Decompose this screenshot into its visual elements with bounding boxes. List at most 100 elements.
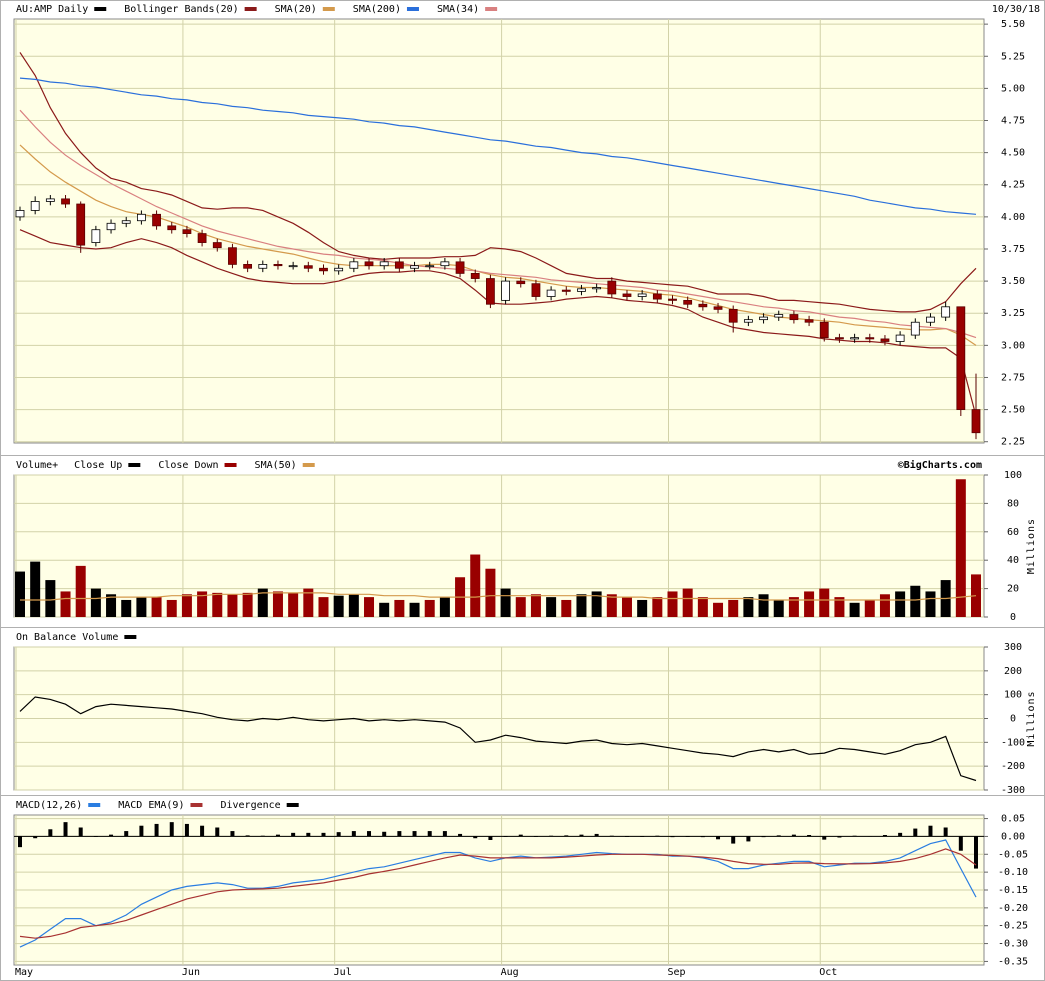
bar (33, 836, 38, 839)
band-upper (19, 52, 977, 313)
y-tick-label: -0.25 (998, 921, 1028, 932)
candle-body (789, 314, 799, 321)
bar (109, 834, 114, 837)
bar (348, 594, 359, 617)
bar (943, 827, 948, 837)
legend-swatch (406, 7, 419, 11)
bar (212, 592, 223, 617)
bar (549, 835, 554, 837)
y-tick-label: 60 (1007, 527, 1019, 538)
y-tick-label: 100 (1004, 690, 1022, 701)
series-line (19, 77, 977, 215)
bar (394, 599, 405, 617)
y-tick-label: 2.50 (1001, 405, 1025, 416)
candle-body (167, 225, 177, 231)
bar (606, 594, 617, 617)
bar (867, 836, 872, 837)
bar (439, 597, 450, 617)
y-tick-label: 40 (1007, 555, 1019, 566)
candle-body (501, 280, 510, 301)
bar (958, 836, 963, 851)
y-tick-label: -0.35 (998, 956, 1028, 967)
legend-label: SMA(20) (275, 4, 317, 15)
y-axis-label: Millions (1026, 518, 1037, 574)
bar (955, 479, 966, 617)
candle-body (455, 261, 465, 274)
x-tick-label: May (15, 967, 33, 978)
bar (637, 599, 648, 617)
bar (788, 597, 799, 617)
bar (121, 599, 132, 617)
bar (834, 597, 845, 617)
legend-swatch (190, 803, 203, 807)
y-tick-label: 5.00 (1001, 83, 1025, 94)
legend-swatch (124, 635, 137, 639)
bar (530, 594, 541, 617)
candle-body (956, 306, 966, 410)
bar (424, 599, 435, 617)
bar (488, 836, 493, 840)
bar (409, 602, 420, 617)
candle-body (349, 261, 359, 269)
candle-body (546, 289, 556, 297)
bar (169, 822, 174, 837)
bar (139, 825, 144, 837)
bar (93, 836, 98, 837)
candle-body (637, 293, 647, 297)
bar (181, 594, 192, 617)
legend-swatch (128, 463, 141, 467)
bar (837, 836, 842, 838)
bar (242, 592, 253, 617)
candle-body (713, 306, 723, 310)
bar (412, 831, 417, 837)
bar (336, 832, 341, 837)
y-tick-label: -0.20 (998, 903, 1028, 914)
bar (533, 836, 538, 837)
bar (773, 599, 784, 617)
y-tick-label: -0.15 (998, 885, 1028, 896)
bar (458, 833, 463, 837)
legend-label: MACD EMA(9) (118, 800, 184, 811)
bar (230, 831, 235, 837)
bar (227, 594, 238, 617)
candle-body (531, 283, 541, 297)
candle-body (136, 213, 146, 222)
bar (318, 597, 329, 617)
candle-body (334, 267, 344, 272)
bar (804, 591, 815, 617)
bar (257, 588, 268, 617)
bar (849, 602, 860, 617)
candle-body (30, 201, 40, 211)
candle-body (516, 280, 526, 285)
bar (397, 831, 402, 837)
bar (621, 597, 632, 617)
candle-body (971, 409, 981, 434)
legend-swatch (88, 803, 101, 807)
y-tick-label: 300 (1004, 642, 1022, 653)
band-lower (19, 229, 977, 417)
bar (609, 835, 614, 837)
candle-body (561, 289, 571, 292)
bar (48, 829, 53, 837)
legend-label: SMA(50) (255, 460, 297, 471)
bar (895, 591, 906, 617)
candle-body (364, 261, 374, 267)
bar (321, 832, 326, 837)
bar (974, 836, 978, 869)
bar (746, 836, 751, 842)
y-tick-label: 5.25 (1001, 51, 1025, 62)
bar (60, 591, 71, 617)
y-tick-label: 0 (1010, 714, 1016, 725)
bar (30, 561, 41, 617)
bar (379, 602, 390, 617)
bar (351, 831, 356, 837)
candle-body (319, 267, 328, 272)
y-tick-label: 3.75 (1001, 244, 1025, 255)
legend-label: Divergence (220, 800, 280, 811)
bar (731, 836, 736, 844)
bar (75, 565, 86, 617)
bar (18, 836, 22, 848)
candle-body (819, 321, 829, 339)
bar (652, 597, 663, 617)
x-tick-label: Oct (819, 967, 837, 978)
